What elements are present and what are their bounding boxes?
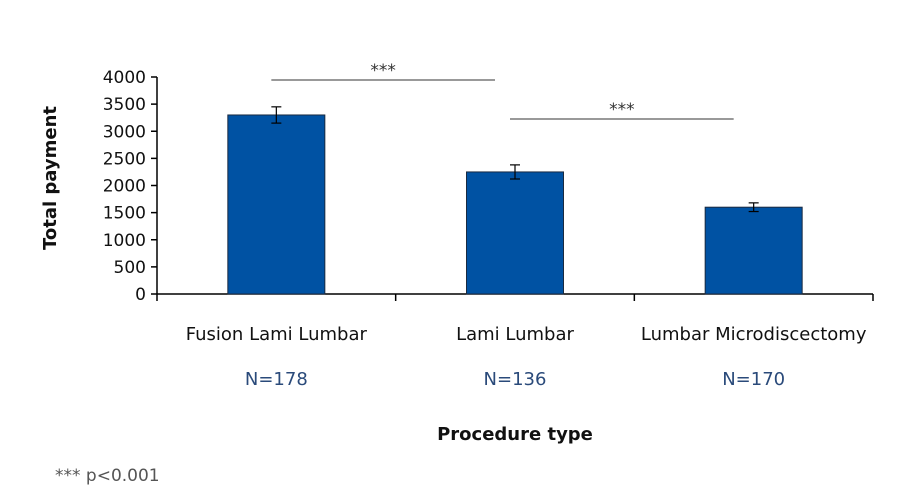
bar [466, 171, 564, 295]
sample-size-label: N=178 [245, 369, 308, 390]
y-tick-label: 1000 [103, 231, 146, 251]
bar [227, 114, 326, 295]
y-axis-title: Total payment [40, 106, 61, 250]
error-bar [510, 164, 520, 180]
y-tick-label: 3000 [103, 122, 146, 142]
y-tick-label: 3500 [103, 95, 146, 115]
category-label: Fusion Lami Lumbar [186, 324, 368, 345]
significance-brackets: *** *** [271, 61, 734, 120]
error-bar [748, 202, 759, 213]
y-tick-label: 0 [135, 285, 146, 305]
error-bars [271, 106, 759, 213]
y-tick-label: 500 [114, 258, 146, 278]
sample-size-label: N=136 [484, 369, 547, 390]
significance-label: *** [370, 61, 396, 81]
sample-size-label: N=170 [722, 369, 785, 390]
significance-label: *** [609, 100, 635, 120]
category-label: Lami Lumbar [456, 324, 574, 345]
error-bar [271, 106, 282, 124]
y-tick-label: 2000 [103, 177, 146, 197]
y-tick-label: 2500 [103, 149, 146, 169]
y-tick-label: 1500 [103, 204, 146, 224]
footnote: *** p<0.001 [55, 466, 160, 486]
bar [704, 206, 803, 295]
x-axis-title: Procedure type [437, 424, 593, 445]
bars [227, 114, 803, 295]
y-tick-label: 4000 [103, 68, 146, 88]
category-label: Lumbar Microdiscectomy [641, 324, 867, 345]
category-labels: Fusion Lami Lumbar N=178 Lami Lumbar N=136 L… [186, 324, 867, 390]
axes: 0 500 1000 1500 2000 2500 3000 3500 4000 [103, 68, 874, 305]
